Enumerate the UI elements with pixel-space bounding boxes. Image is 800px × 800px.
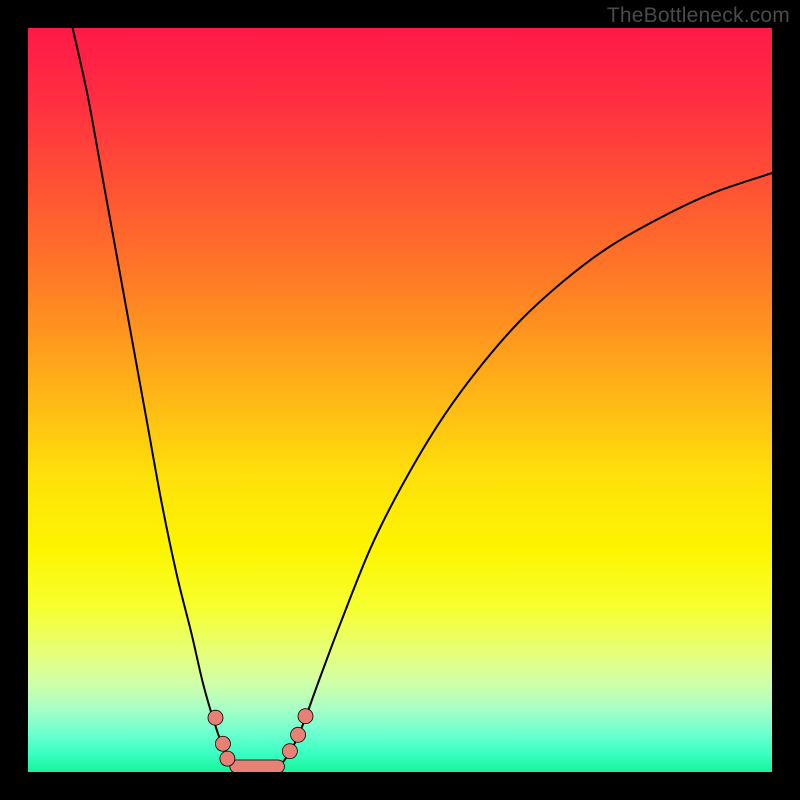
data-marker: [282, 744, 297, 759]
chart-svg: [0, 0, 800, 800]
data-marker: [215, 736, 230, 751]
data-marker: [298, 709, 313, 724]
chart-stage: TheBottleneck.com: [0, 0, 800, 800]
data-marker: [220, 751, 235, 766]
plot-background: [28, 28, 772, 772]
valley-marker-bar: [230, 760, 285, 773]
watermark-text: TheBottleneck.com: [607, 4, 790, 28]
data-marker: [291, 727, 306, 742]
data-marker: [208, 710, 223, 725]
